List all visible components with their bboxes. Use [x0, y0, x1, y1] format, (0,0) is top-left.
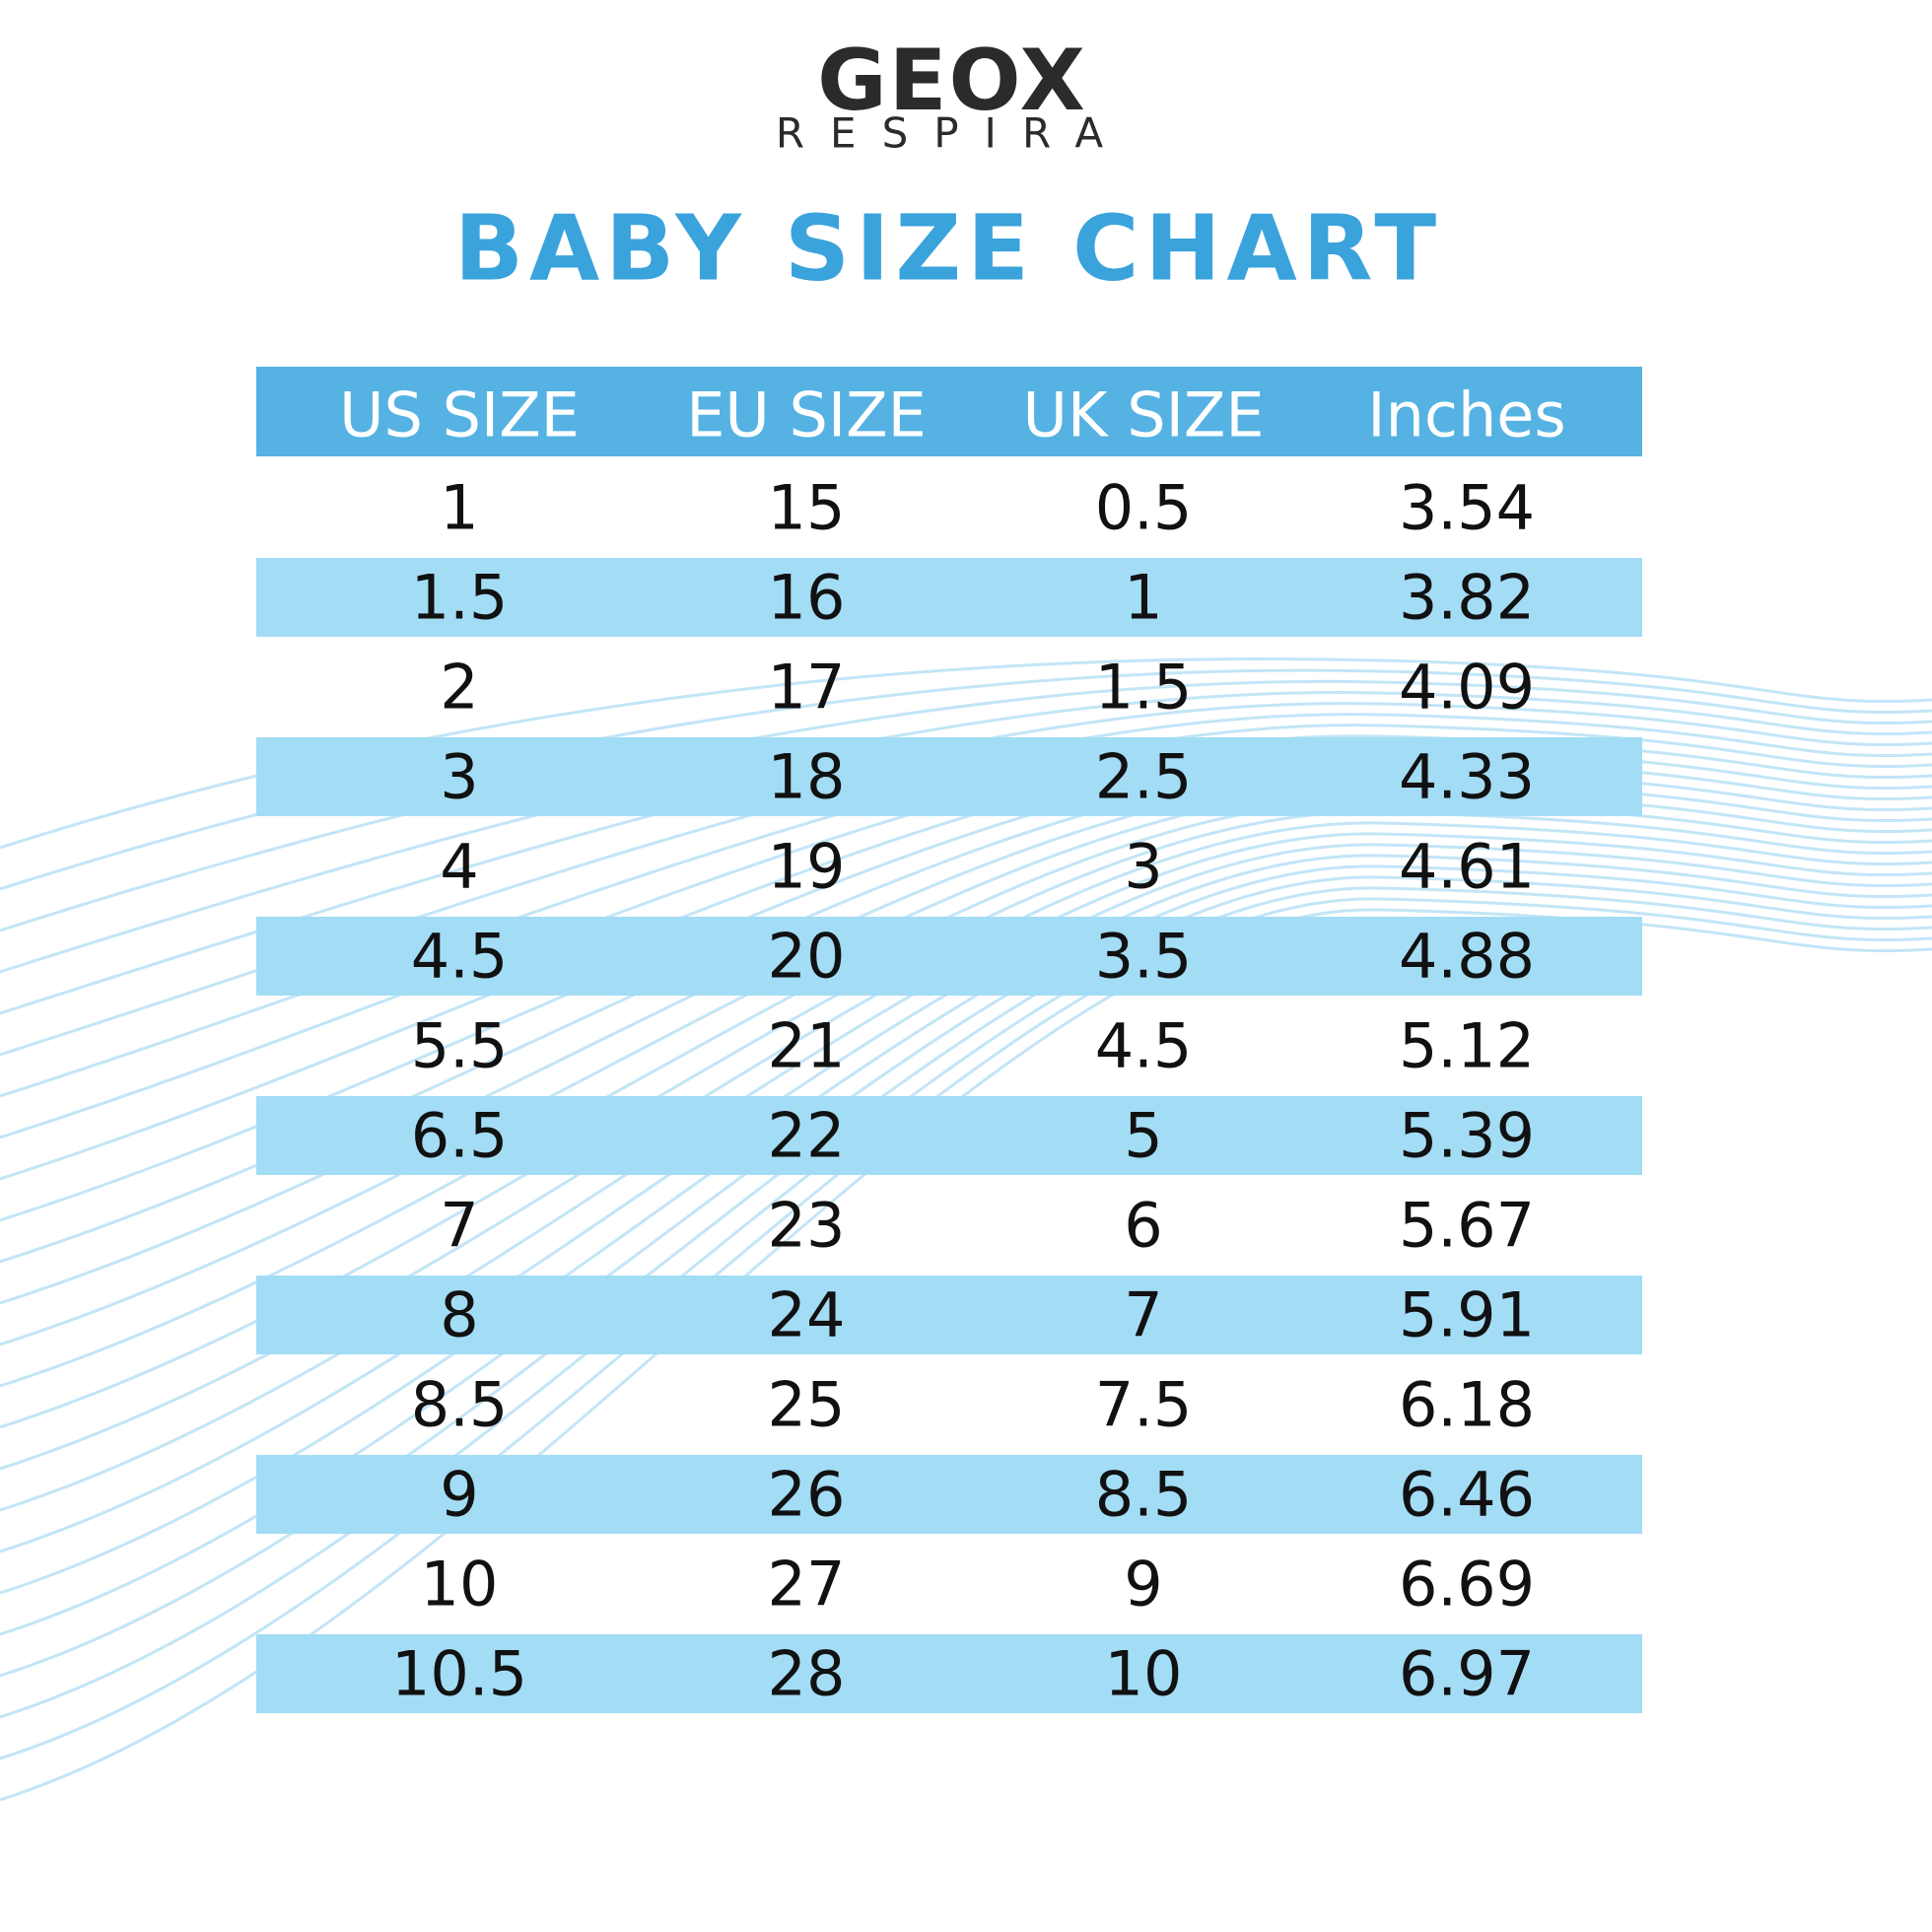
cell: 4.33	[1399, 741, 1535, 813]
cell: 5.39	[1399, 1100, 1535, 1172]
wave-line	[0, 679, 1932, 932]
cell: 1.5	[411, 562, 509, 634]
cell: 22	[768, 1100, 846, 1172]
wave-line	[0, 799, 1932, 1388]
cell: 8.5	[1095, 1459, 1193, 1531]
column-header: UK SIZE	[1022, 380, 1264, 451]
stripe-row	[256, 917, 1642, 996]
cell: 8.5	[411, 1369, 509, 1441]
cell: 6	[1124, 1190, 1162, 1262]
stripe-row	[256, 1276, 1642, 1354]
cell: 6.46	[1399, 1459, 1535, 1531]
cell: 3	[1124, 831, 1162, 903]
cell: 3	[440, 741, 478, 813]
cell: 4.61	[1399, 831, 1535, 903]
cell: 18	[768, 741, 846, 813]
cell: 6.69	[1399, 1549, 1535, 1621]
logo-subtitle: RESPIRA	[776, 109, 1129, 158]
column-header: Inches	[1367, 380, 1565, 451]
column-header: EU SIZE	[686, 380, 927, 451]
cell: 20	[768, 921, 846, 993]
cell: 9	[1124, 1549, 1162, 1621]
cell: 4.5	[1095, 1010, 1193, 1082]
cell: 5.5	[411, 1010, 509, 1082]
cell: 1	[440, 472, 478, 544]
cell: 19	[768, 831, 846, 903]
cell: 17	[768, 652, 846, 724]
title: BABY SIZE CHART	[454, 196, 1442, 302]
wave-background	[0, 657, 1932, 1802]
stripe-row	[256, 1634, 1642, 1713]
cell: 5.12	[1399, 1010, 1535, 1082]
cell: 21	[768, 1010, 846, 1082]
cell: 4.88	[1399, 921, 1535, 993]
cell: 4.5	[411, 921, 509, 993]
cell: 16	[768, 562, 846, 634]
cell: 1.5	[1095, 652, 1193, 724]
cell: 10	[421, 1549, 499, 1621]
wave-line	[0, 702, 1932, 1015]
stripe-row	[256, 1096, 1642, 1175]
wave-line	[0, 854, 1932, 1595]
cell: 1	[1124, 562, 1162, 634]
cell: 15	[768, 472, 846, 544]
cell: 23	[768, 1190, 846, 1262]
wave-line	[0, 810, 1932, 1429]
header-row	[256, 367, 1642, 456]
cell: 7	[440, 1190, 478, 1262]
cell: 6.5	[411, 1100, 509, 1172]
cell: 24	[768, 1279, 846, 1351]
cell: 8	[440, 1279, 478, 1351]
wave-line	[0, 767, 1932, 1264]
cell: 26	[768, 1459, 846, 1531]
cell: 10.5	[391, 1638, 527, 1710]
cell: 5.67	[1399, 1190, 1535, 1262]
stripe-row	[256, 558, 1642, 637]
logo: GEOX	[817, 32, 1087, 130]
cell: 5.91	[1399, 1279, 1535, 1351]
cell: 7.5	[1095, 1369, 1193, 1441]
cell: 2	[440, 652, 478, 724]
cell: 4.09	[1399, 652, 1535, 724]
cell: 2.5	[1095, 741, 1193, 813]
cell: 4	[440, 831, 478, 903]
stripe-row	[256, 737, 1642, 816]
cell: 9	[440, 1459, 478, 1531]
cell: 6.97	[1399, 1638, 1535, 1710]
cell: 27	[768, 1549, 846, 1621]
cell: 3.54	[1399, 472, 1535, 544]
cell: 25	[768, 1369, 846, 1441]
cell: 6.18	[1399, 1369, 1535, 1441]
cell: 3.5	[1095, 921, 1193, 993]
cell: 0.5	[1095, 472, 1193, 544]
cell: 7	[1124, 1279, 1162, 1351]
column-header: US SIZE	[339, 380, 580, 451]
stripe-row	[256, 1455, 1642, 1534]
wave-line	[0, 843, 1932, 1553]
cell: 28	[768, 1638, 846, 1710]
cell: 3.82	[1399, 562, 1535, 634]
wave-line	[0, 691, 1932, 974]
cell: 5	[1124, 1100, 1162, 1172]
cell: 10	[1105, 1638, 1183, 1710]
wave-line	[0, 864, 1932, 1636]
